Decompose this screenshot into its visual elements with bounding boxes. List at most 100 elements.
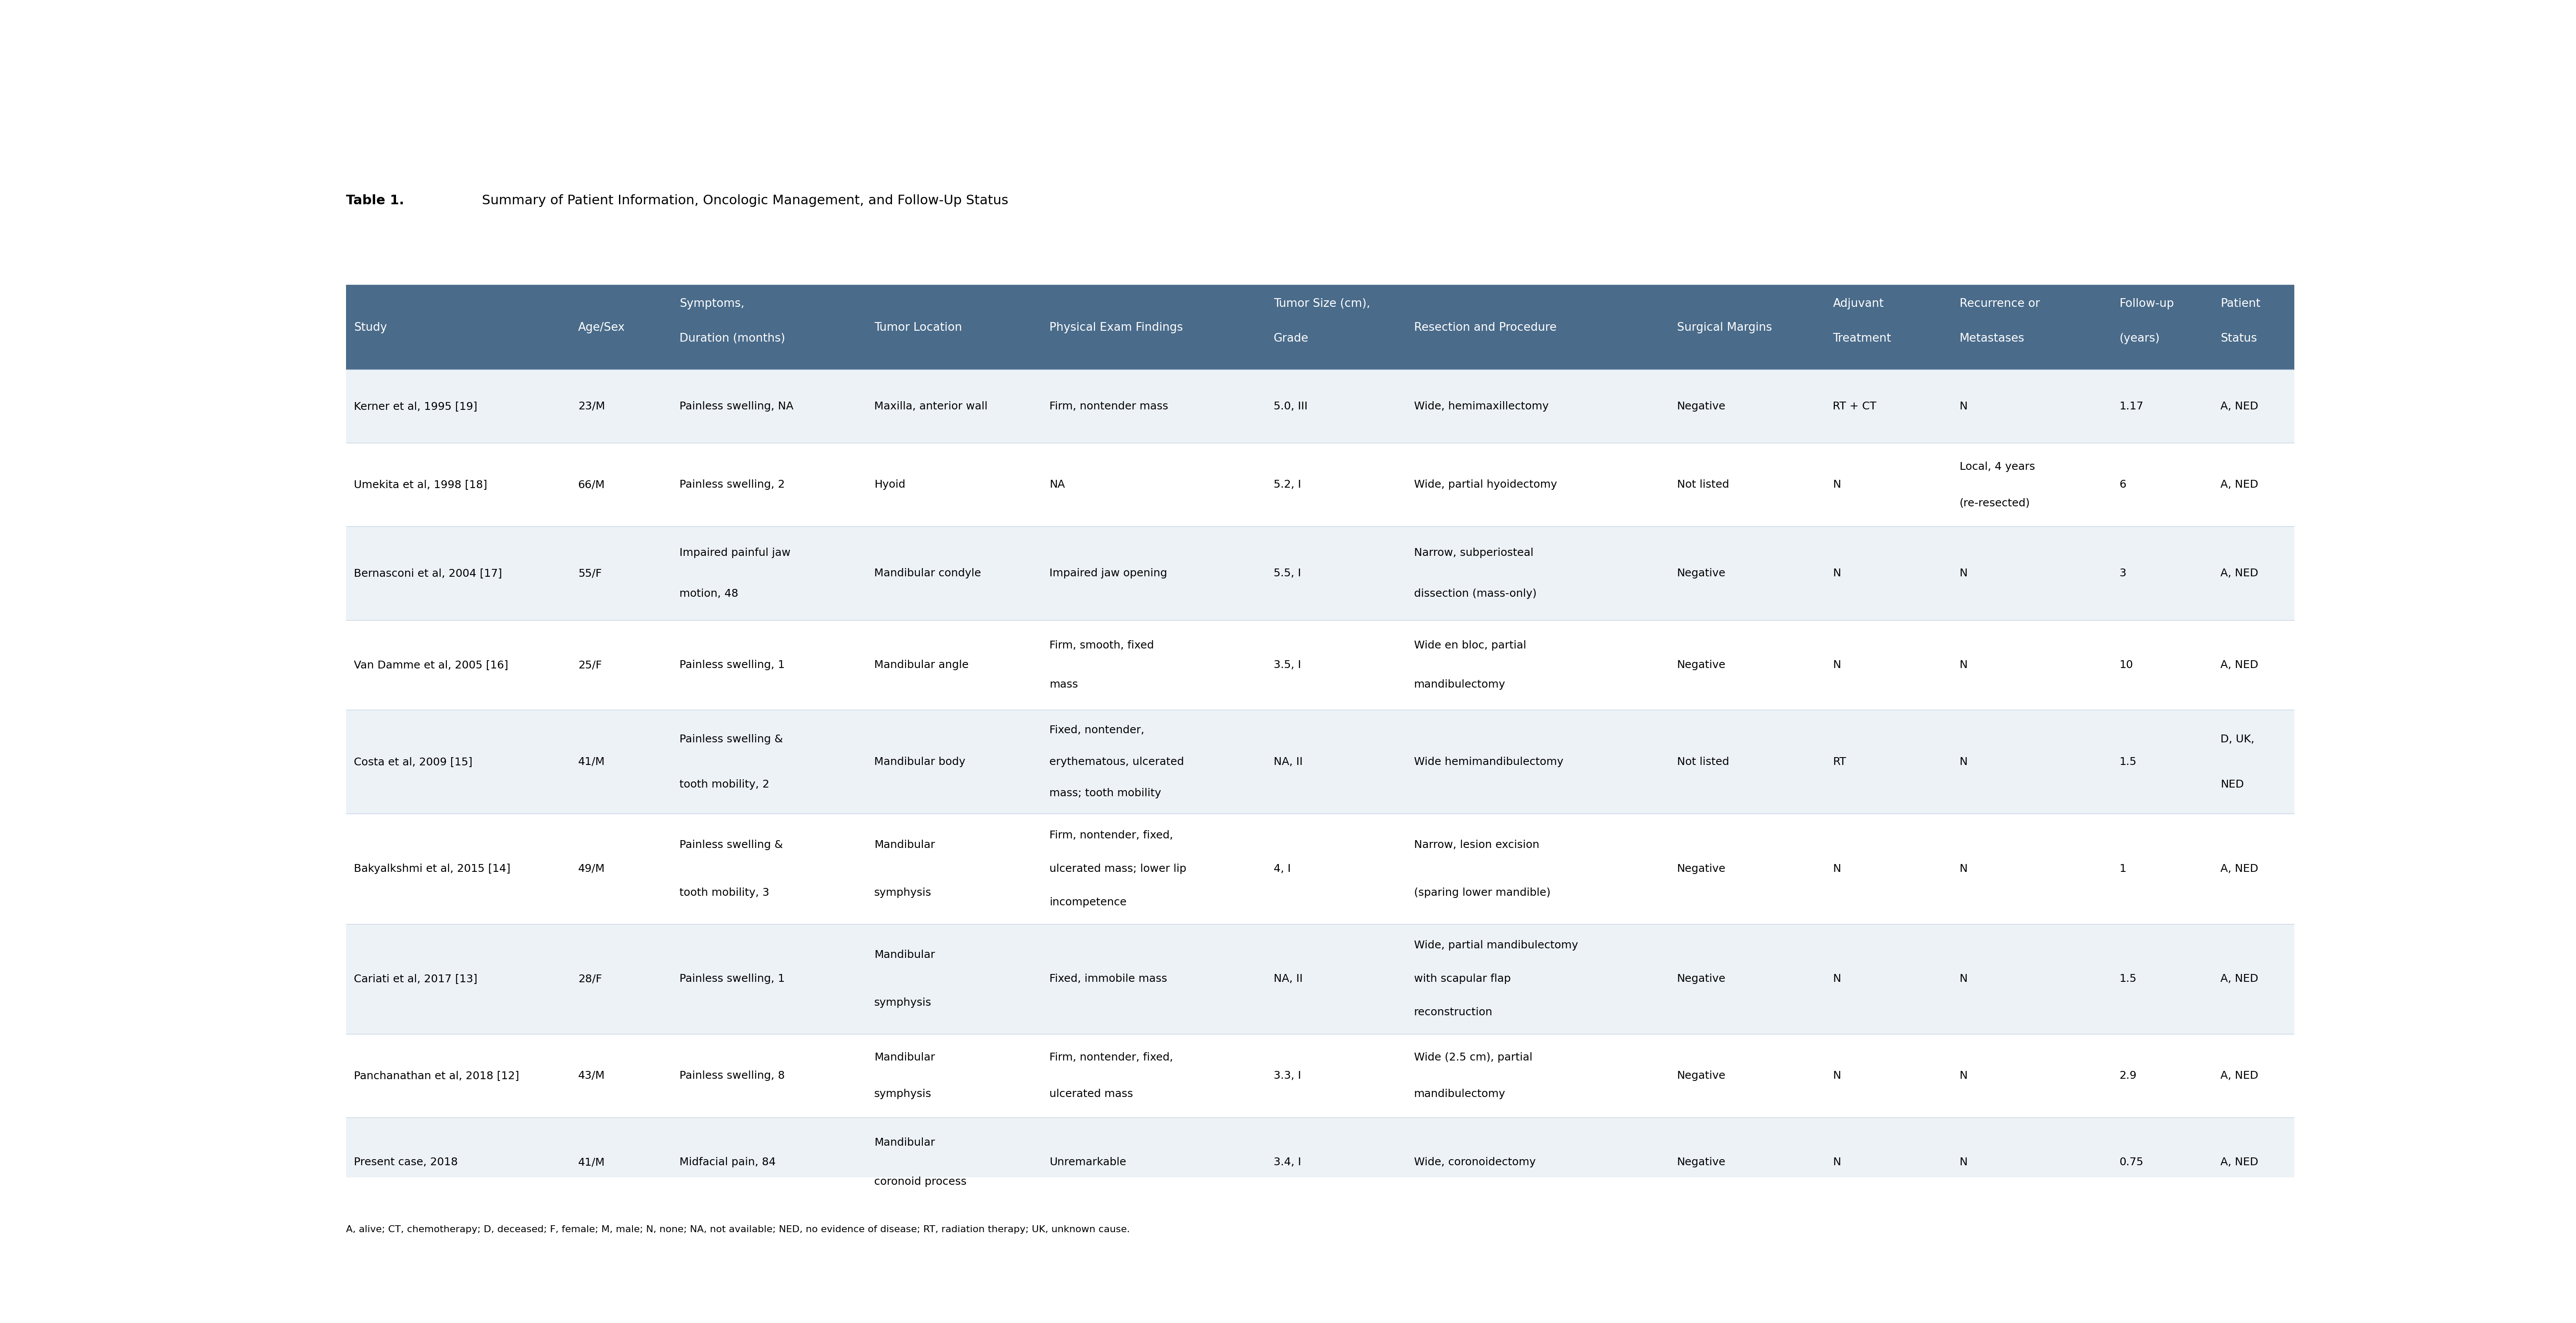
Text: A, alive; CT, chemotherapy; D, deceased; F, female; M, male; N, none; NA, not av: A, alive; CT, chemotherapy; D, deceased;… — [345, 1225, 1131, 1234]
Text: A, NED: A, NED — [2221, 479, 2259, 490]
Text: Costa et al, 2009 [15]: Costa et al, 2009 [15] — [353, 757, 471, 767]
Text: Firm, nontender, fixed,: Firm, nontender, fixed, — [1048, 831, 1172, 840]
Text: (years): (years) — [2120, 333, 2159, 344]
Text: Painless swelling, 1: Painless swelling, 1 — [680, 974, 786, 984]
Text: Adjuvant: Adjuvant — [1834, 298, 1883, 310]
Text: N: N — [1834, 974, 1842, 984]
Text: Wide, partial mandibulectomy: Wide, partial mandibulectomy — [1414, 941, 1579, 951]
Text: N: N — [1960, 1070, 1968, 1081]
Text: 28/F: 28/F — [577, 974, 603, 984]
Text: Negative: Negative — [1677, 568, 1726, 578]
Text: Negative: Negative — [1677, 864, 1726, 875]
Text: N: N — [1960, 568, 1968, 578]
Text: ulcerated mass; lower lip: ulcerated mass; lower lip — [1048, 864, 1188, 875]
Text: NED: NED — [2221, 779, 2244, 790]
Text: tooth mobility, 2: tooth mobility, 2 — [680, 779, 770, 790]
Text: Summary of Patient Information, Oncologic Management, and Follow-Up Status: Summary of Patient Information, Oncologi… — [477, 194, 1007, 206]
Text: D, UK,: D, UK, — [2221, 734, 2254, 745]
Text: Narrow, subperiosteal: Narrow, subperiosteal — [1414, 548, 1533, 558]
Text: N: N — [1834, 568, 1842, 578]
Text: Umekita et al, 1998 [18]: Umekita et al, 1998 [18] — [353, 479, 487, 490]
Text: NA: NA — [1048, 479, 1064, 490]
Text: Mandibular: Mandibular — [873, 840, 935, 851]
Text: 5.5, I: 5.5, I — [1273, 568, 1301, 578]
Text: 3: 3 — [2120, 568, 2125, 578]
Text: Bernasconi et al, 2004 [17]: Bernasconi et al, 2004 [17] — [353, 568, 502, 578]
Text: Mandibular angle: Mandibular angle — [873, 660, 969, 671]
Text: mass: mass — [1048, 679, 1079, 689]
Text: N: N — [1960, 660, 1968, 671]
Bar — [345, 369, 2295, 443]
Text: N: N — [1834, 1070, 1842, 1081]
Text: Negative: Negative — [1677, 1158, 1726, 1167]
Text: Tumor Location: Tumor Location — [873, 323, 961, 333]
Text: Painless swelling &: Painless swelling & — [680, 734, 783, 745]
Text: incompetence: incompetence — [1048, 897, 1126, 908]
Text: Bakyalkshmi et al, 2015 [14]: Bakyalkshmi et al, 2015 [14] — [353, 864, 510, 875]
Text: 41/M: 41/M — [577, 1158, 605, 1167]
Text: Study: Study — [353, 323, 386, 333]
Text: (sparing lower mandible): (sparing lower mandible) — [1414, 888, 1551, 898]
Text: Maxilla, anterior wall: Maxilla, anterior wall — [873, 401, 987, 411]
Text: 41/M: 41/M — [577, 757, 605, 767]
Text: mandibulectomy: mandibulectomy — [1414, 1089, 1504, 1099]
Text: NA, II: NA, II — [1273, 974, 1303, 984]
Text: symphysis: symphysis — [873, 1089, 933, 1099]
Text: with scapular flap: with scapular flap — [1414, 974, 1510, 984]
Text: Panchanathan et al, 2018 [12]: Panchanathan et al, 2018 [12] — [353, 1070, 520, 1081]
Text: Recurrence or: Recurrence or — [1960, 298, 2040, 310]
Text: Metastases: Metastases — [1960, 333, 2025, 344]
Text: mass; tooth mobility: mass; tooth mobility — [1048, 789, 1162, 799]
Text: Mandibular: Mandibular — [873, 1052, 935, 1062]
Text: Treatment: Treatment — [1834, 333, 1891, 344]
Text: 3.4, I: 3.4, I — [1273, 1158, 1301, 1167]
Bar — [345, 527, 2295, 620]
Bar — [345, 620, 2295, 710]
Text: N: N — [1960, 401, 1968, 411]
Text: RT + CT: RT + CT — [1834, 401, 1875, 411]
Bar — [345, 1118, 2295, 1207]
Text: Table 1.: Table 1. — [345, 194, 404, 206]
Text: Fixed, immobile mass: Fixed, immobile mass — [1048, 974, 1167, 984]
Text: 43/M: 43/M — [577, 1070, 605, 1081]
Text: 1: 1 — [2120, 864, 2125, 875]
Text: Firm, smooth, fixed: Firm, smooth, fixed — [1048, 640, 1154, 651]
Text: 10: 10 — [2120, 660, 2133, 671]
Text: A, NED: A, NED — [2221, 568, 2259, 578]
Text: Hyoid: Hyoid — [873, 479, 904, 490]
Text: Not listed: Not listed — [1677, 479, 1728, 490]
Text: coronoid process: coronoid process — [873, 1176, 966, 1187]
Text: symphysis: symphysis — [873, 888, 933, 898]
Text: Painless swelling, 8: Painless swelling, 8 — [680, 1070, 786, 1081]
Text: Painless swelling, NA: Painless swelling, NA — [680, 401, 793, 411]
Text: 4, I: 4, I — [1273, 864, 1291, 875]
Text: Grade: Grade — [1273, 333, 1309, 344]
Text: Painless swelling, 1: Painless swelling, 1 — [680, 660, 786, 671]
Text: Unremarkable: Unremarkable — [1048, 1158, 1126, 1167]
Text: mandibulectomy: mandibulectomy — [1414, 679, 1504, 689]
Text: Surgical Margins: Surgical Margins — [1677, 323, 1772, 333]
Bar — [345, 443, 2295, 527]
Text: Cariati et al, 2017 [13]: Cariati et al, 2017 [13] — [353, 974, 477, 984]
Text: Status: Status — [2221, 333, 2257, 344]
Text: Fixed, nontender,: Fixed, nontender, — [1048, 725, 1144, 736]
Text: N: N — [1834, 864, 1842, 875]
Text: symphysis: symphysis — [873, 998, 933, 1008]
Text: Local, 4 years: Local, 4 years — [1960, 462, 2035, 472]
Text: 5.2, I: 5.2, I — [1273, 479, 1301, 490]
Text: Wide en bloc, partial: Wide en bloc, partial — [1414, 640, 1525, 651]
Text: Kerner et al, 1995 [19]: Kerner et al, 1995 [19] — [353, 401, 477, 411]
Text: 0.75: 0.75 — [2120, 1158, 2143, 1167]
Text: Negative: Negative — [1677, 660, 1726, 671]
Text: 5.0, III: 5.0, III — [1273, 401, 1309, 411]
Text: Resection and Procedure: Resection and Procedure — [1414, 323, 1556, 333]
Text: RT: RT — [1834, 757, 1847, 767]
Text: Negative: Negative — [1677, 1070, 1726, 1081]
Text: Firm, nontender, fixed,: Firm, nontender, fixed, — [1048, 1052, 1172, 1062]
Text: N: N — [1960, 1158, 1968, 1167]
Text: Tumor Size (cm),: Tumor Size (cm), — [1273, 298, 1370, 310]
Text: Midfacial pain, 84: Midfacial pain, 84 — [680, 1158, 775, 1167]
Bar — [345, 710, 2295, 814]
Text: Impaired jaw opening: Impaired jaw opening — [1048, 568, 1167, 578]
Text: erythematous, ulcerated: erythematous, ulcerated — [1048, 757, 1185, 767]
